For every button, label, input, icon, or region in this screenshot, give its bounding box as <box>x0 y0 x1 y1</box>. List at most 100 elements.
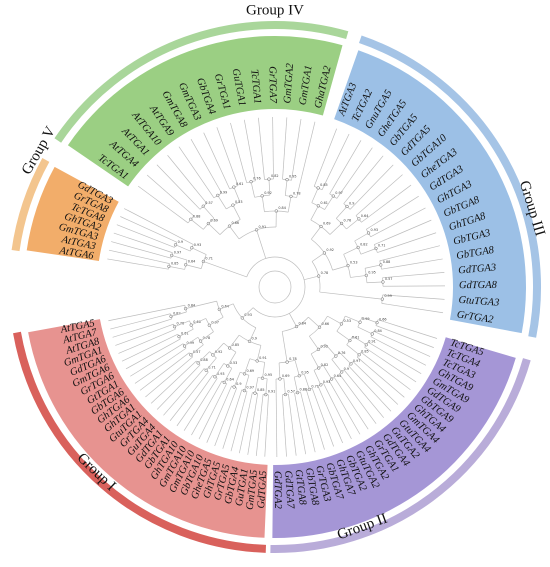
clade-branch <box>249 327 257 342</box>
clade-branch <box>288 394 290 401</box>
leaf-branch <box>146 174 184 207</box>
clade-branch <box>244 176 248 183</box>
leaf-branch <box>107 258 147 266</box>
bootstrap-value: 0.78 <box>321 271 329 275</box>
bootstrap-value: 0.78 <box>203 336 211 340</box>
clade-branch <box>327 315 342 325</box>
clade-branch <box>366 281 383 284</box>
leaf-branch <box>387 219 432 240</box>
bootstrap-value: 0.66 <box>379 318 387 322</box>
node-marker <box>232 385 236 389</box>
clade-branch <box>294 360 300 376</box>
leaf-branch <box>372 174 403 202</box>
leaf-branch <box>137 185 171 211</box>
leaf-label: GdTGA2 <box>272 471 283 510</box>
bootstrap-value: 0.57 <box>205 201 213 205</box>
bootstrap-value: 0.95 <box>301 371 309 375</box>
bootstrap-value: 0.99 <box>187 341 195 345</box>
clade-branch <box>184 352 190 357</box>
clade-branch <box>170 209 189 224</box>
bootstrap-value: 0.97 <box>335 191 343 195</box>
clade-branch <box>180 360 197 377</box>
clade-branch <box>194 368 205 380</box>
clade-branch <box>228 387 238 409</box>
bootstrap-value: 0.78 <box>289 357 297 361</box>
bootstrap-value: 0.78 <box>293 191 301 195</box>
bootstrap-value: 0.91 <box>259 356 267 360</box>
bootstrap-value: 0.82 <box>321 363 329 367</box>
clade-branch <box>345 315 361 323</box>
clade-branch <box>281 331 288 363</box>
group-ring <box>358 35 541 338</box>
clade-branch <box>381 266 396 270</box>
clade-branch <box>309 336 319 350</box>
clade-branch <box>208 223 221 235</box>
bootstrap-value: 0.84 <box>278 206 286 210</box>
root-circle <box>258 270 292 304</box>
clade-branch <box>155 260 170 264</box>
clade-branch <box>225 385 232 399</box>
bootstrap-value: 0.84 <box>299 322 307 326</box>
leaf-branch <box>390 346 427 366</box>
bootstrap-value: 0.85 <box>171 261 179 265</box>
bootstrap-value: 0.71 <box>205 256 213 260</box>
node-marker <box>169 314 173 319</box>
node-marker <box>173 243 178 247</box>
clade-branch <box>343 369 354 382</box>
leaf-branch <box>121 343 159 362</box>
clade-branch <box>377 250 384 253</box>
clade-branch <box>291 166 295 181</box>
leaf-branch <box>120 216 172 241</box>
bootstrap-value: 0.84 <box>188 304 196 308</box>
leaf-branch <box>198 388 225 440</box>
bootstrap-value: 0.82 <box>360 242 368 246</box>
clade-branch <box>352 335 367 346</box>
leaf-branch <box>345 395 369 430</box>
clade-branch <box>190 344 204 356</box>
leaf-branch <box>283 117 288 158</box>
backbone-branch <box>289 313 297 327</box>
bootstrap-value: 0.99 <box>384 294 392 298</box>
leaf-branch <box>214 408 230 447</box>
bootstrap-value: 0.71 <box>311 384 319 388</box>
bootstrap-value: 0.9 <box>178 240 183 244</box>
tree-branches: 0.850.970.90.640.930.710.880.570.990.610… <box>107 117 445 457</box>
leaf-branch <box>327 133 350 178</box>
bootstrap-value: 0.93 <box>323 380 331 384</box>
leaf-branch <box>191 400 212 436</box>
bootstrap-value: 0.85 <box>232 343 240 347</box>
clade-branch <box>217 195 227 210</box>
clade-branch <box>313 370 322 385</box>
clade-branch <box>250 181 255 198</box>
clade-branch <box>360 248 377 255</box>
bootstrap-value: 0.97 <box>353 359 361 363</box>
bootstrap-value: 0.99 <box>362 317 370 321</box>
clade-branch <box>311 226 322 240</box>
leaf-branch <box>352 380 384 418</box>
clade-branch <box>162 328 176 335</box>
clade-branch <box>254 377 259 394</box>
clade-branch <box>185 300 217 309</box>
clade-branch <box>321 177 329 190</box>
leaf-branch <box>190 139 219 189</box>
clade-branch <box>333 377 347 396</box>
clade-branch <box>150 318 172 326</box>
clade-branch <box>311 388 318 402</box>
backbone-branch <box>304 275 319 281</box>
leaf-branch <box>238 414 249 454</box>
clade-branch <box>268 179 271 196</box>
leaf-branch <box>378 333 431 357</box>
bootstrap-value: 0.76 <box>177 322 185 326</box>
clade-branch <box>178 328 194 337</box>
group-bands <box>26 36 526 538</box>
clade-branch <box>322 365 332 380</box>
leaf-label: GdTGA8 <box>459 280 498 291</box>
leaf-branch <box>163 378 196 416</box>
clade-branch <box>174 320 190 328</box>
clade-branch <box>310 205 319 221</box>
bootstrap-value: 0.53 <box>235 200 243 204</box>
node-marker <box>170 253 174 258</box>
clade-branch <box>329 188 333 195</box>
bootstrap-value: 0.92 <box>326 248 334 252</box>
leaf-branch <box>301 121 316 177</box>
